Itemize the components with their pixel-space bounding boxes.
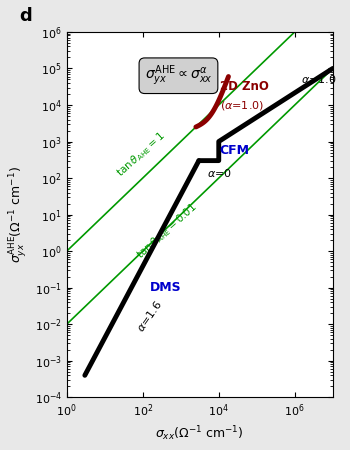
Text: CFM: CFM — [219, 144, 250, 157]
Text: $\sigma_{yx}^{\mathrm{AHE}} \propto \sigma_{xx}^{\alpha}$: $\sigma_{yx}^{\mathrm{AHE}} \propto \sig… — [145, 63, 212, 88]
Text: $\alpha$=1.0: $\alpha$=1.0 — [301, 73, 337, 85]
Text: $\tan\theta_{\mathrm{AHE}}=1$: $\tan\theta_{\mathrm{AHE}}=1$ — [114, 129, 168, 180]
Text: ($\alpha$=1.0): ($\alpha$=1.0) — [220, 99, 265, 112]
Text: $\tan\theta_{\mathrm{AHE}}=0.01$: $\tan\theta_{\mathrm{AHE}}=0.01$ — [133, 200, 200, 262]
X-axis label: $\sigma_{xx}$($\Omega^{-1}$ cm$^{-1}$): $\sigma_{xx}$($\Omega^{-1}$ cm$^{-1}$) — [155, 424, 244, 443]
Y-axis label: $\sigma_{yx}^{\mathrm{AHE}}$($\Omega^{-1}$ cm$^{-1}$): $\sigma_{yx}^{\mathrm{AHE}}$($\Omega^{-1… — [7, 166, 29, 263]
Text: 2D ZnO: 2D ZnO — [220, 81, 269, 94]
Text: $\alpha$=0: $\alpha$=0 — [207, 166, 232, 179]
Text: d: d — [19, 7, 32, 25]
Text: DMS: DMS — [149, 281, 181, 294]
Text: $\alpha$=1.6: $\alpha$=1.6 — [134, 298, 164, 334]
